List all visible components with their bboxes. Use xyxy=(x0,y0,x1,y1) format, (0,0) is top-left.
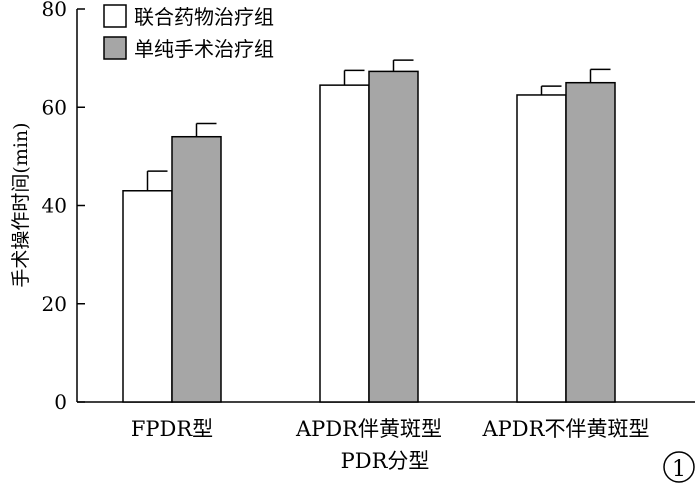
legend-swatch xyxy=(103,36,127,60)
x-tick-label: APDR伴黄斑型 xyxy=(295,417,442,441)
y-tick-label: 80 xyxy=(42,0,67,21)
legend-label: 单纯手术治疗组 xyxy=(134,37,274,61)
legend-label: 联合药物治疗组 xyxy=(134,5,274,29)
bar xyxy=(516,94,567,403)
panel-label: 1 xyxy=(672,457,686,482)
y-axis-label: 手术操作时间(min) xyxy=(10,122,32,287)
bar xyxy=(565,81,616,403)
bar xyxy=(368,70,419,403)
panel-label-circle xyxy=(663,451,695,483)
bar xyxy=(171,135,222,403)
y-tick-label: 20 xyxy=(42,292,67,316)
x-axis-label: PDR分型 xyxy=(341,449,430,473)
y-tick-label: 40 xyxy=(42,194,67,218)
legend-swatch xyxy=(103,4,127,28)
bar xyxy=(122,190,173,403)
y-tick-label: 60 xyxy=(42,95,67,119)
x-tick-label: FPDR型 xyxy=(131,417,213,441)
y-tick-label: 0 xyxy=(54,390,67,414)
x-tick-label: APDR不伴黄斑型 xyxy=(482,417,650,441)
bar xyxy=(319,84,370,403)
